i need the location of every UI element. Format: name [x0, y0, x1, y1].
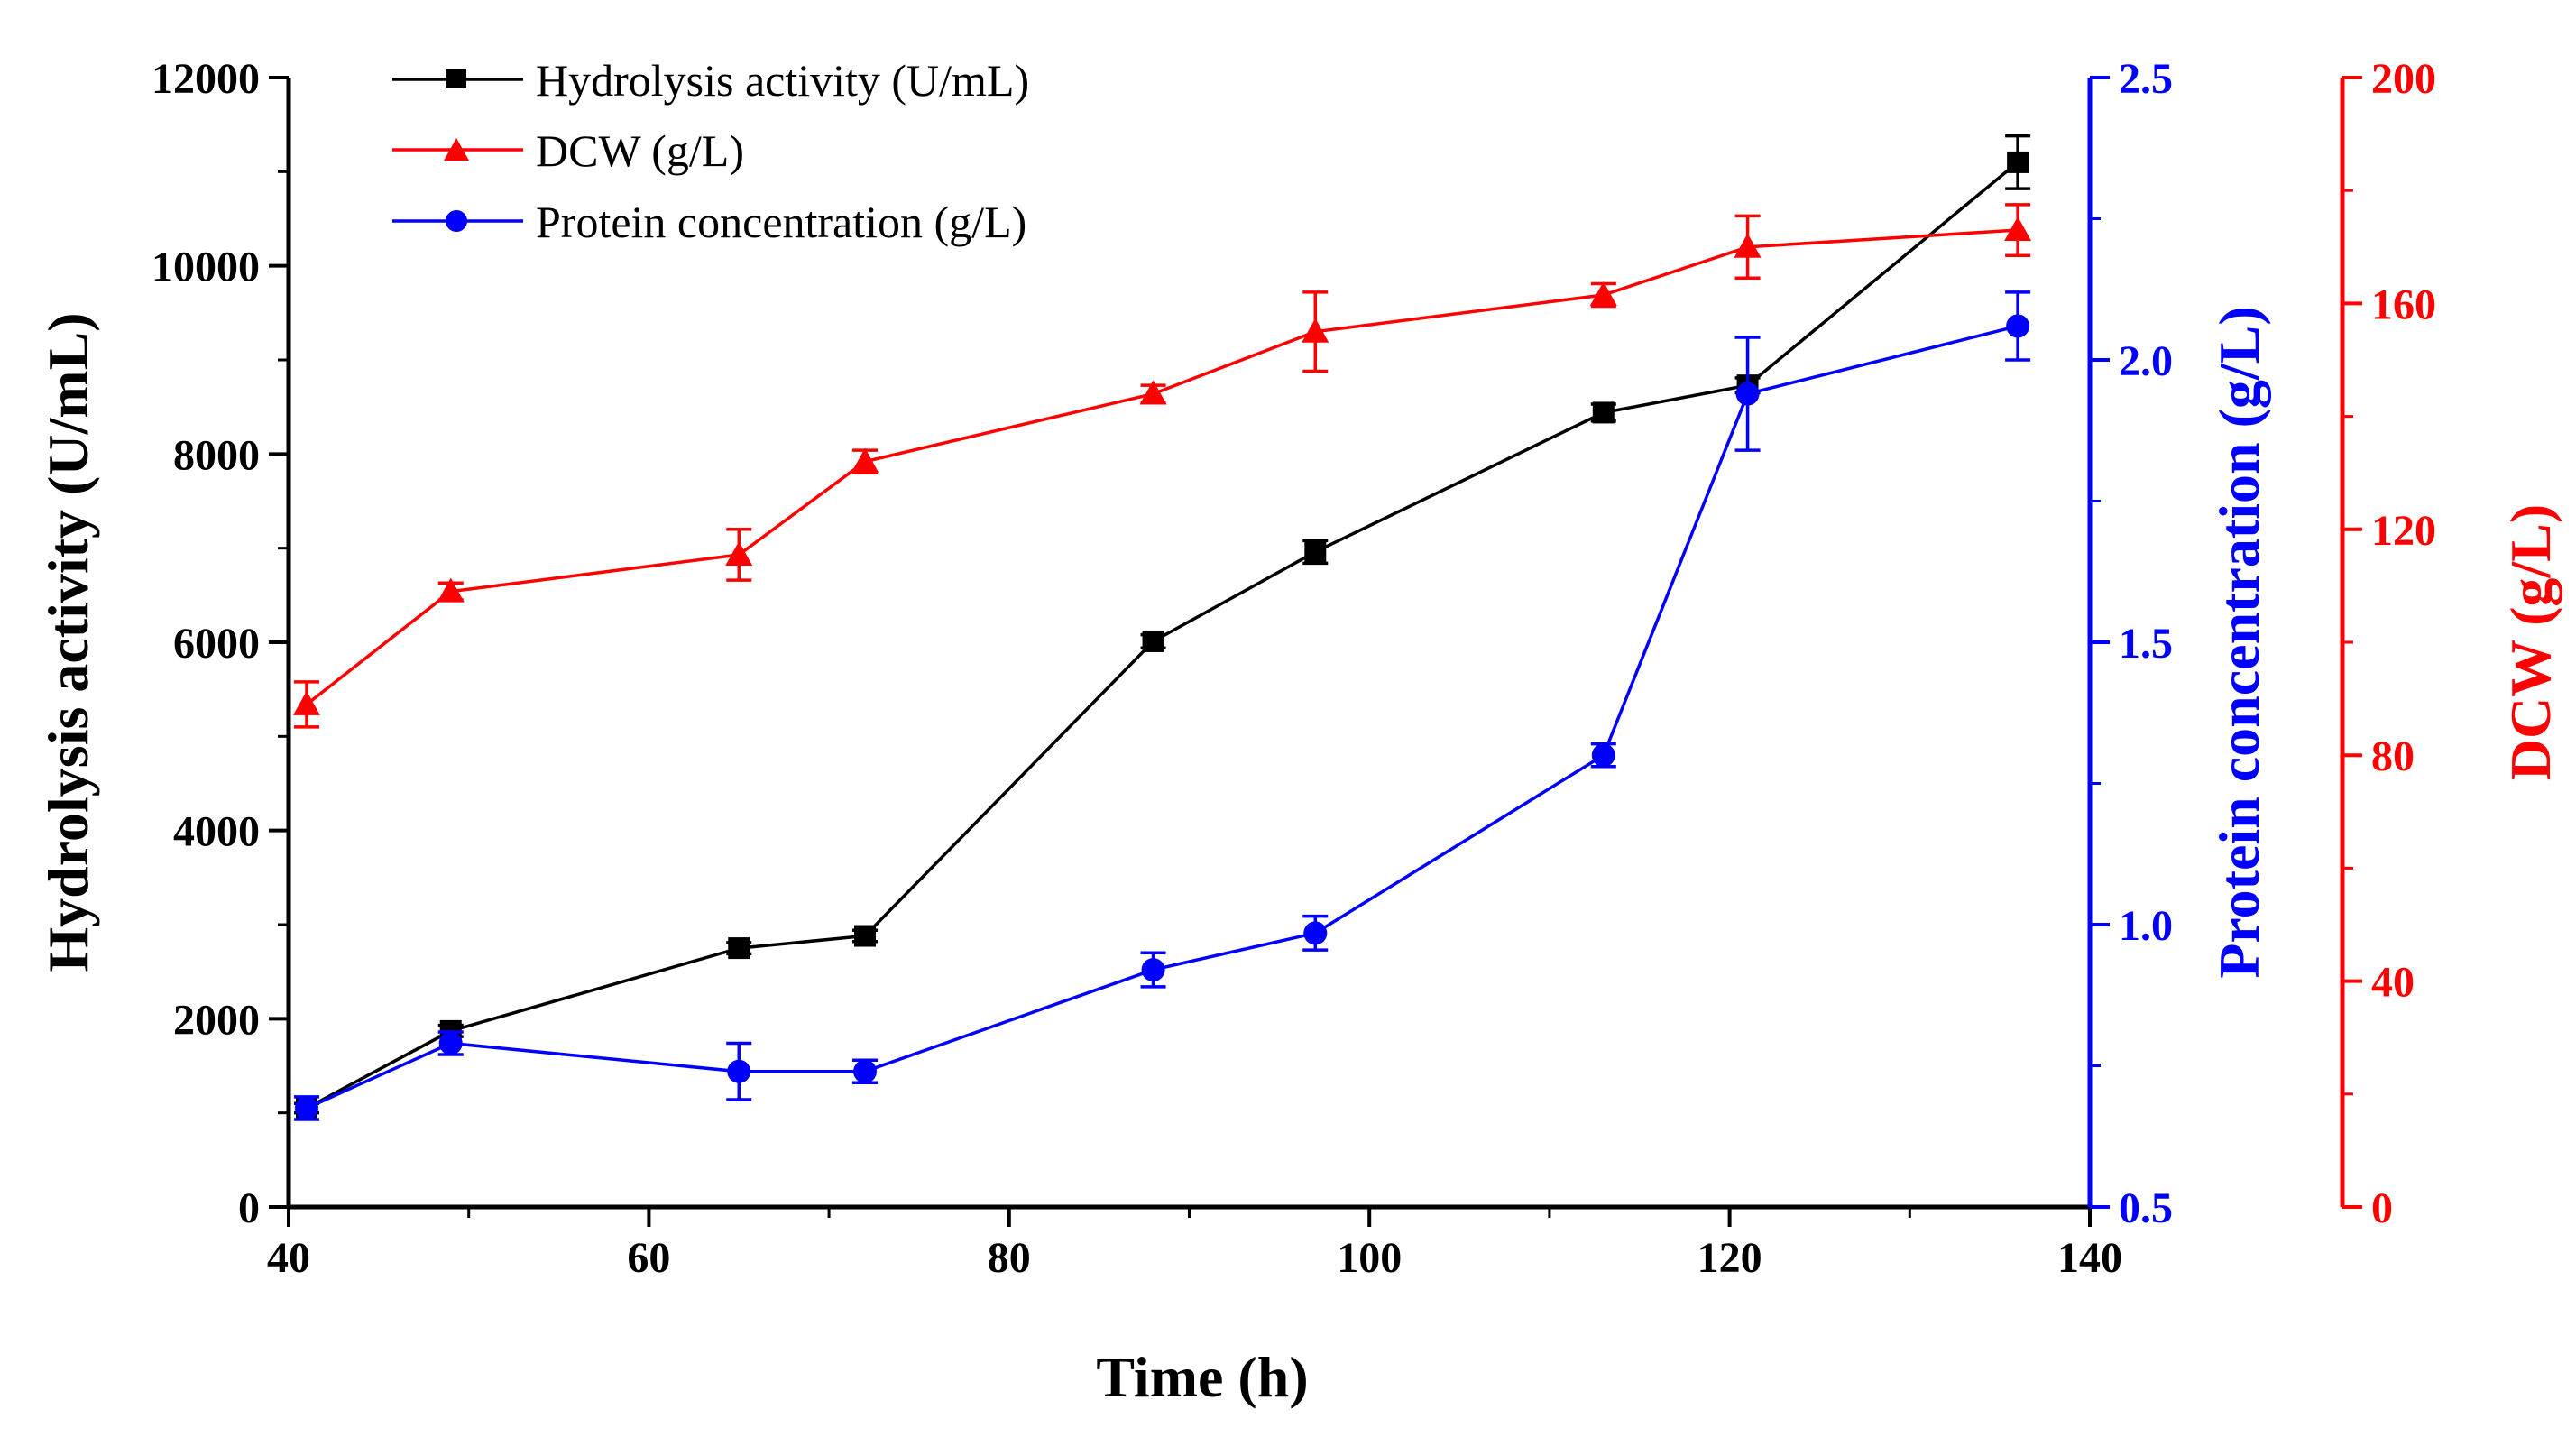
data-point: [438, 1031, 463, 1055]
x-tick-label: 100: [1337, 1234, 1402, 1282]
right1-tick-label: 1.0: [2119, 902, 2173, 950]
x-tick-label: 40: [267, 1234, 310, 1282]
data-point: [1141, 958, 1165, 982]
series-triangle: [292, 203, 2032, 729]
x-tick-label: 60: [627, 1234, 670, 1282]
legend-marker-dcw: [444, 138, 469, 161]
dcw-axis-title: DCW (g/L): [2498, 504, 2562, 780]
legend-marker-protein: [446, 210, 467, 232]
data-point: [1303, 921, 1328, 945]
legend-item-dcw: DCW (g/L): [392, 125, 744, 176]
data-point: [1142, 630, 1164, 652]
right1-tick-label: 1.5: [2119, 620, 2173, 668]
data-point: [1734, 233, 1762, 258]
left-tick-label: 0: [238, 1184, 260, 1232]
ticks-layer: 40 60 80 100 120 1400200040006000800010000120…: [152, 55, 2436, 1282]
left-tick-label: 4000: [173, 808, 260, 856]
left-tick-label: 6000: [173, 620, 260, 668]
right1-tick-label: 2.5: [2119, 55, 2173, 103]
data-point: [853, 1059, 878, 1083]
data-point: [294, 1096, 318, 1120]
x-axis-title: Time (h): [1096, 1345, 1308, 1409]
data-point: [437, 577, 465, 603]
right2-tick-label: 160: [2371, 281, 2436, 328]
right1-tick-label: 0.5: [2119, 1184, 2173, 1232]
series-layer: [292, 134, 2032, 1121]
legend-label-dcw: DCW (g/L): [536, 125, 744, 176]
legend-label-hydrolysis: Hydrolysis activity (U/mL): [536, 55, 1029, 106]
left-tick-label: 12000: [152, 55, 260, 103]
protein-axis-title: Protein concentration (g/L): [2207, 306, 2271, 978]
data-point: [2007, 151, 2029, 173]
data-point: [292, 690, 320, 715]
x-tick-label: 140: [2057, 1234, 2122, 1282]
right2-tick-label: 200: [2371, 55, 2436, 103]
data-point: [2004, 216, 2032, 242]
left-axis-title: Hydrolysis activity (U/mL): [36, 312, 100, 972]
left-tick-label: 10000: [152, 244, 260, 291]
data-point: [728, 937, 750, 960]
data-point: [725, 540, 753, 566]
data-point: [1735, 382, 1760, 406]
legend-marker-hydrolysis: [446, 69, 466, 88]
data-point: [1302, 318, 1329, 343]
left-tick-label: 8000: [173, 431, 260, 479]
data-point: [1304, 540, 1327, 563]
data-point: [854, 925, 877, 947]
legend-item-hydrolysis: Hydrolysis activity (U/mL): [392, 55, 1029, 106]
legend: Hydrolysis activity (U/mL) DCW (g/L) Pro…: [392, 55, 1029, 247]
right2-tick-label: 40: [2371, 959, 2415, 1007]
legend-item-protein: Protein concentration (g/L): [392, 197, 1026, 247]
data-point: [1591, 743, 1615, 768]
data-point: [2006, 314, 2030, 338]
data-point: [851, 447, 879, 473]
series-circle: [293, 290, 2031, 1121]
x-tick-label: 120: [1697, 1234, 1762, 1282]
right1-tick-label: 2.0: [2119, 337, 2173, 385]
right2-tick-label: 120: [2371, 507, 2436, 555]
legend-label-protein: Protein concentration (g/L): [536, 197, 1026, 247]
left-tick-label: 2000: [173, 996, 260, 1044]
data-point: [1139, 380, 1167, 405]
x-tick-label: 80: [988, 1234, 1031, 1282]
data-point: [1589, 281, 1617, 307]
right2-tick-label: 0: [2371, 1184, 2393, 1232]
right2-tick-label: 80: [2371, 732, 2415, 780]
data-point: [727, 1059, 751, 1083]
data-point: [1592, 401, 1615, 424]
